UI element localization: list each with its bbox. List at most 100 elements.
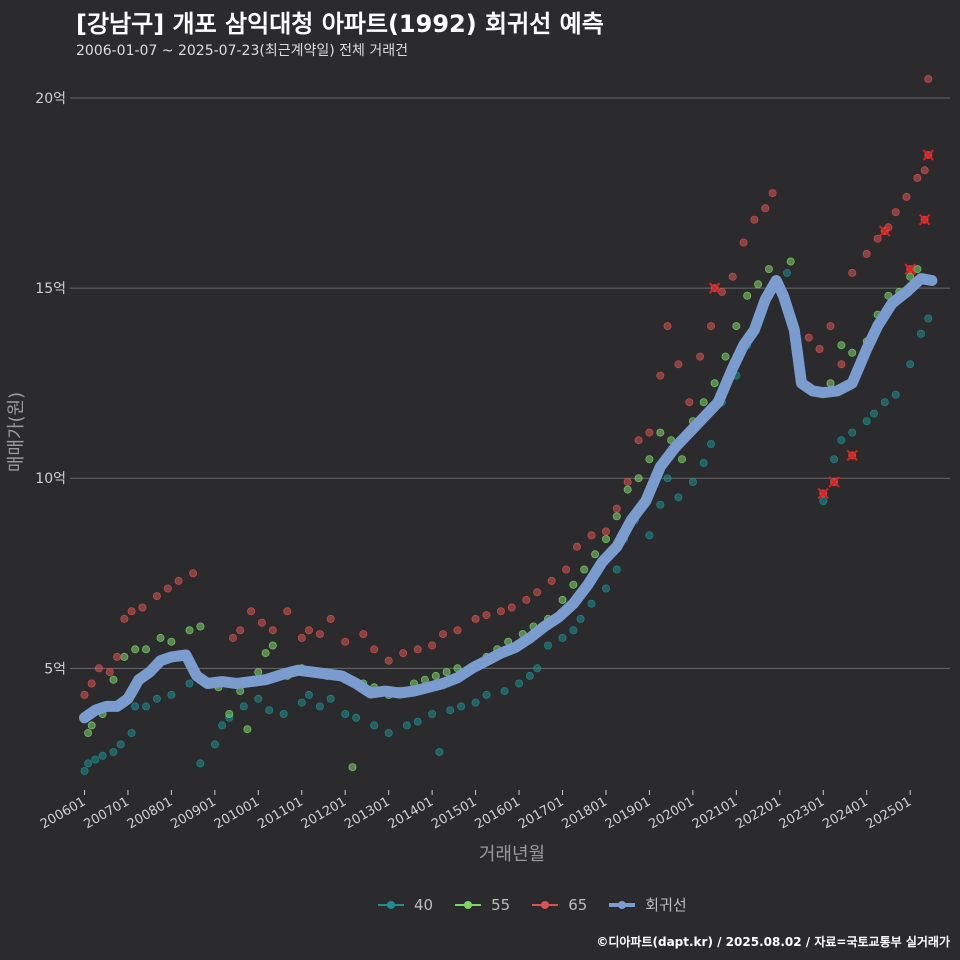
point-55 xyxy=(120,652,129,661)
point-40 xyxy=(576,614,585,623)
point-65 xyxy=(315,630,324,639)
point-65 xyxy=(612,504,621,513)
point-40 xyxy=(315,702,324,711)
x-tick-label: 202401 xyxy=(820,794,870,832)
y-tick-label: 5억 xyxy=(44,661,66,677)
point-55 xyxy=(185,626,194,635)
point-40 xyxy=(91,755,100,764)
x-tick-label: 202201 xyxy=(733,794,783,832)
point-40 xyxy=(569,626,578,635)
point-40 xyxy=(84,759,93,768)
legend-key-regression xyxy=(607,895,637,915)
point-55 xyxy=(678,455,687,464)
point-40 xyxy=(819,496,828,505)
point-40 xyxy=(352,713,361,722)
point-40 xyxy=(707,439,716,448)
point-40 xyxy=(279,710,288,719)
point-40 xyxy=(602,584,611,593)
point-55 xyxy=(612,512,621,521)
point-55 xyxy=(141,645,150,654)
cancelled-marks xyxy=(708,149,934,500)
point-55 xyxy=(743,291,752,300)
point-40 xyxy=(645,531,654,540)
point-65 xyxy=(113,652,122,661)
point-40 xyxy=(152,694,161,703)
point-40 xyxy=(370,721,379,730)
x-tick-label: 201801 xyxy=(559,794,609,832)
legend-label-65: 65 xyxy=(568,895,588,914)
point-65 xyxy=(174,576,183,585)
point-55 xyxy=(558,595,567,604)
point-65 xyxy=(80,690,89,699)
x-tick-label: 201401 xyxy=(386,794,436,832)
point-55 xyxy=(348,763,357,772)
point-55 xyxy=(699,398,708,407)
point-55 xyxy=(442,668,451,677)
x-tick-label: 201001 xyxy=(212,794,262,832)
point-40 xyxy=(674,493,683,502)
point-55 xyxy=(786,257,795,266)
point-65 xyxy=(547,576,556,585)
point-65 xyxy=(696,352,705,361)
y-tick-label: 10억 xyxy=(35,471,66,487)
point-65 xyxy=(587,531,596,540)
point-40 xyxy=(924,314,933,323)
point-55 xyxy=(710,379,719,388)
point-55 xyxy=(156,633,165,642)
point-40 xyxy=(482,690,491,699)
regression-line xyxy=(79,273,938,724)
cancelled-mark xyxy=(879,225,891,237)
point-55 xyxy=(431,671,440,680)
point-40 xyxy=(210,740,219,749)
point-65 xyxy=(674,360,683,369)
point-55 xyxy=(623,485,632,494)
point-40 xyxy=(830,455,839,464)
point-40 xyxy=(167,690,176,699)
point-65 xyxy=(873,234,882,243)
point-55 xyxy=(580,565,589,574)
point-40 xyxy=(663,474,672,483)
point-40 xyxy=(848,428,857,437)
point-65 xyxy=(848,268,857,277)
point-65 xyxy=(645,428,654,437)
point-65 xyxy=(862,249,871,258)
point-40 xyxy=(612,565,621,574)
point-65 xyxy=(138,603,147,612)
point-65 xyxy=(268,626,277,635)
point-65 xyxy=(297,633,306,642)
point-40 xyxy=(699,458,708,467)
point-40 xyxy=(98,751,107,760)
point-55 xyxy=(109,675,118,684)
legend-item-65: 65 xyxy=(530,895,587,915)
grid-lines xyxy=(70,97,950,669)
point-55 xyxy=(837,341,846,350)
legend-key-55 xyxy=(453,895,483,915)
point-40 xyxy=(297,698,306,707)
point-65 xyxy=(728,272,737,281)
point-65 xyxy=(562,565,571,574)
point-65 xyxy=(920,166,929,175)
point-65 xyxy=(453,626,462,635)
point-65 xyxy=(384,656,393,665)
cancelled-mark xyxy=(918,213,931,226)
point-40 xyxy=(587,599,596,608)
point-40 xyxy=(515,679,524,688)
point-40 xyxy=(141,702,150,711)
point-65 xyxy=(707,322,716,331)
x-tick-label: 201101 xyxy=(255,794,305,832)
point-40 xyxy=(533,664,542,673)
point-65 xyxy=(163,584,172,593)
point-65 xyxy=(95,664,104,673)
point-65 xyxy=(663,322,672,331)
regression-layer xyxy=(79,273,938,724)
cancelled-mark xyxy=(708,282,721,294)
point-65 xyxy=(685,398,694,407)
point-40 xyxy=(906,360,915,369)
cancelled-mark xyxy=(817,487,829,500)
point-55 xyxy=(243,725,252,734)
point-65 xyxy=(768,189,777,198)
point-40 xyxy=(265,706,274,715)
point-40 xyxy=(413,717,422,726)
y-axis-label: 매매가(원) xyxy=(6,392,27,472)
point-40 xyxy=(891,390,900,399)
